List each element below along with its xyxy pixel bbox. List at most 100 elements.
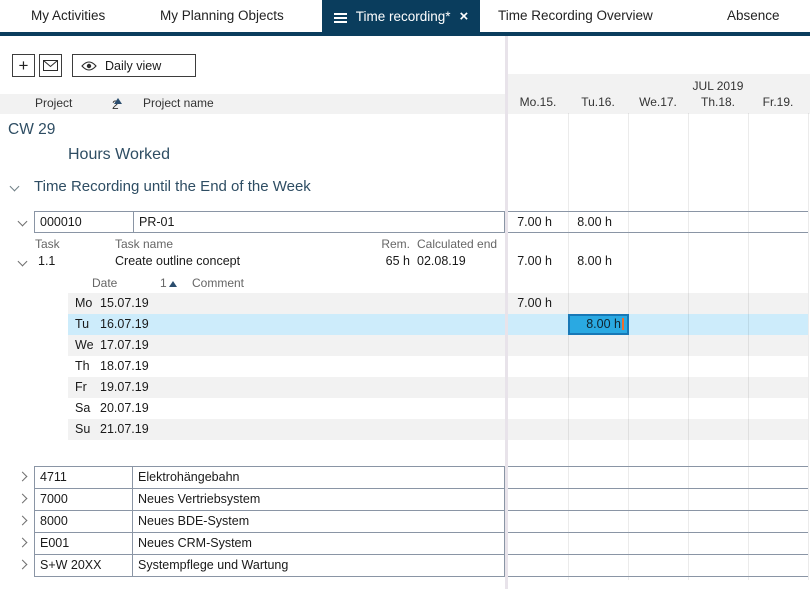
comment-column-header: Comment: [192, 276, 245, 290]
tu-hours-input[interactable]: 8.00 h: [568, 314, 629, 335]
hours-worked-title: Hours Worked: [68, 146, 170, 163]
project-name-cell[interactable]: Systempflege und Wartung: [132, 554, 505, 577]
tab-bar: My Activities My Planning Objects Time r…: [0, 0, 810, 36]
day-header-tu[interactable]: Tu.16.: [581, 95, 615, 109]
project-name-cell[interactable]: Neues BDE-System: [132, 510, 505, 533]
close-icon[interactable]: ×: [459, 8, 469, 25]
month-label: JUL 2019: [692, 79, 744, 93]
expand-project-icon[interactable]: [17, 559, 28, 570]
day-label: Fr: [75, 380, 87, 394]
task-mo-value[interactable]: 7.00 h: [517, 254, 552, 268]
project-row-grid: [508, 532, 808, 555]
eye-icon: [81, 60, 97, 71]
day-header-fr[interactable]: Fr.19.: [762, 95, 794, 109]
project-row-grid: [508, 211, 808, 233]
tab-time-recording-overview[interactable]: Time Recording Overview: [498, 8, 653, 23]
tab-time-recording[interactable]: Time recording* ×: [322, 0, 480, 36]
tab-my-activities[interactable]: My Activities: [31, 8, 106, 23]
collapse-project-icon[interactable]: [17, 216, 28, 227]
project-code-cell[interactable]: E001: [34, 532, 133, 555]
sort-ascending-icon: [114, 98, 122, 104]
tab-bar-underline: [0, 32, 810, 36]
project-column-header[interactable]: Project: [35, 96, 73, 110]
project-code-cell[interactable]: 000010: [34, 211, 134, 233]
grid-column-line: [748, 113, 749, 580]
date-row-th[interactable]: Th 18.07.19: [68, 356, 808, 377]
text-caret: [622, 318, 624, 330]
pane-divider[interactable]: [505, 36, 508, 589]
date-label: 18.07.19: [100, 359, 149, 373]
day-label: Tu: [75, 317, 90, 331]
project-code-cell[interactable]: 8000: [34, 510, 133, 533]
task-column-header: Task: [35, 237, 60, 251]
day-label: Su: [75, 422, 91, 436]
project-code-cell[interactable]: 4711: [34, 466, 133, 489]
date-label: 21.07.19: [100, 422, 149, 436]
project-name-column-header[interactable]: Project name: [143, 96, 214, 110]
collapse-section-icon[interactable]: [9, 181, 20, 192]
mail-button[interactable]: [39, 54, 62, 77]
remaining-column-header: Rem.: [381, 237, 410, 251]
grid-column-line: [568, 113, 569, 580]
tab-absence[interactable]: Absence: [727, 8, 780, 23]
expand-project-icon[interactable]: [17, 537, 28, 548]
task-name-column-header: Task name: [115, 237, 174, 251]
task-remaining: 65 h: [385, 254, 410, 268]
day-header-we[interactable]: We.17.: [639, 95, 677, 109]
grid-column-line: [628, 113, 629, 580]
section-title[interactable]: Time Recording until the End of the Week: [34, 178, 311, 195]
project-table-header: Project 2 Project name: [0, 94, 505, 114]
sort-ascending-icon: [168, 281, 177, 287]
project-row-grid: [508, 466, 808, 489]
expand-project-icon[interactable]: [17, 493, 28, 504]
day-header-mo[interactable]: Mo.15.: [519, 95, 557, 109]
task-tu-value[interactable]: 8.00 h: [577, 254, 612, 268]
day-label: Sa: [75, 401, 91, 415]
date-row-fr[interactable]: Fr 19.07.19: [68, 377, 808, 398]
project-name-cell[interactable]: Elektrohängebahn: [132, 466, 505, 489]
project-mo-total[interactable]: 7.00 h: [517, 215, 552, 229]
mo-hours-cell[interactable]: 7.00 h: [517, 296, 552, 310]
view-selector-label: Daily view: [105, 58, 162, 73]
date-label: 15.07.19: [100, 296, 149, 310]
date-row-we[interactable]: We 17.07.19: [68, 335, 808, 356]
task-id[interactable]: 1.1: [38, 254, 56, 268]
project-tu-total[interactable]: 8.00 h: [577, 215, 612, 229]
expand-project-icon[interactable]: [17, 515, 28, 526]
view-selector-button[interactable]: Daily view: [72, 54, 196, 77]
day-label: We: [75, 338, 94, 352]
date-row-tu-selected[interactable]: Tu 16.07.19: [68, 314, 808, 335]
project-row-grid: [508, 554, 808, 577]
date-label: 20.07.19: [100, 401, 149, 415]
collapse-task-icon[interactable]: [17, 256, 28, 267]
date-row-mo[interactable]: Mo 15.07.19: [68, 293, 808, 314]
project-name-cell[interactable]: Neues Vertriebsystem: [132, 488, 505, 511]
date-label: 16.07.19: [100, 317, 149, 331]
task-name[interactable]: Create outline concept: [115, 254, 241, 268]
date-row-su[interactable]: Su 21.07.19: [68, 419, 808, 440]
date-row-sa[interactable]: Sa 20.07.19: [68, 398, 808, 419]
grid-column-line: [688, 113, 689, 580]
tab-my-planning-objects[interactable]: My Planning Objects: [160, 8, 284, 23]
hamburger-menu-icon[interactable]: [333, 13, 347, 23]
envelope-icon: [43, 60, 58, 71]
tab-label: Time recording*: [355, 8, 451, 24]
day-label: Th: [75, 359, 90, 373]
grid-column-line: [808, 113, 809, 580]
project-row-grid: [508, 510, 808, 533]
expand-project-icon[interactable]: [17, 471, 28, 482]
project-name-cell[interactable]: Neues CRM-System: [132, 532, 505, 555]
day-header-th[interactable]: Th.18.: [700, 95, 736, 109]
task-calculated-end: 02.08.19: [417, 254, 466, 268]
add-button[interactable]: +: [12, 54, 35, 77]
project-code-cell[interactable]: S+W 20XX: [34, 554, 133, 577]
date-column-header: Date: [92, 276, 118, 290]
calendar-header: JUL 2019 Mo.15. Tu.16. We.17. Th.18. Fr.…: [508, 74, 810, 114]
project-code-cell[interactable]: 7000: [34, 488, 133, 511]
date-sort-indicator[interactable]: 1: [160, 276, 177, 290]
project-row-grid: [508, 488, 808, 511]
project-name-cell[interactable]: PR-01: [133, 211, 505, 233]
day-label: Mo: [75, 296, 93, 310]
date-label: 17.07.19: [100, 338, 149, 352]
